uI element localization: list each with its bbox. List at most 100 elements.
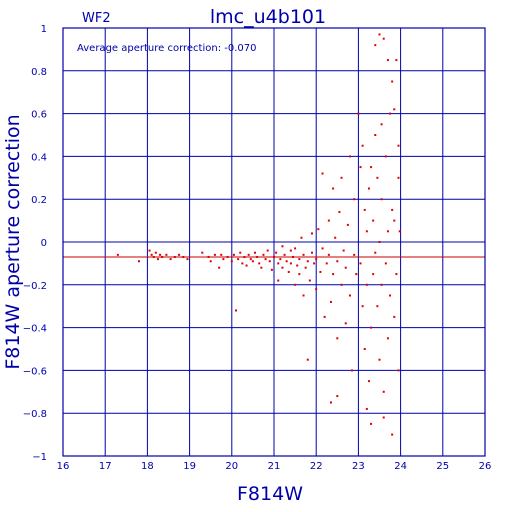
data-point [201,251,204,254]
y-tick-label: −0.4 [23,324,47,335]
data-points [116,33,401,436]
data-point [329,401,332,404]
data-point [386,230,389,233]
data-point [376,305,379,308]
y-tick-label: 0.6 [31,110,47,121]
data-point [294,247,297,250]
data-point [370,166,373,169]
data-point [270,268,273,271]
data-point [321,247,324,250]
data-point [300,236,303,239]
x-tick-label: 20 [225,461,238,472]
data-point [332,187,335,190]
data-point [382,416,385,419]
data-point [384,155,387,158]
y-tick-label: −0.2 [23,281,47,292]
data-point [340,283,343,286]
data-point [380,283,383,286]
data-point [277,279,280,282]
data-point [262,253,265,256]
data-point [338,211,341,214]
data-point [374,134,377,136]
data-point [241,262,244,265]
data-point [220,253,223,256]
data-point [154,251,157,254]
x-tick-label: 17 [99,461,112,472]
data-point [398,230,401,233]
data-point [380,198,383,201]
data-point [291,255,294,258]
data-point [148,249,151,252]
data-point [380,123,383,126]
data-point [376,176,379,179]
data-point [298,258,301,261]
data-point [374,251,377,254]
data-point [152,255,155,258]
x-tick-label: 16 [57,461,70,472]
data-point [346,223,349,226]
data-point [239,251,242,254]
data-point [287,270,290,273]
data-point [313,262,316,265]
data-point [165,253,168,256]
data-point [378,33,381,36]
data-point [391,80,394,83]
x-tick-label: 18 [141,461,154,472]
x-tick-label: 24 [394,461,407,472]
data-point [310,232,313,235]
data-point [367,380,370,383]
data-point [230,260,233,263]
data-point [264,258,267,261]
data-point [348,155,351,158]
data-point [332,273,335,276]
data-point [317,228,320,231]
data-point [169,258,172,261]
data-point [319,270,322,273]
data-point [374,44,377,47]
data-point [289,249,292,252]
data-point [249,258,252,261]
data-point [294,283,297,286]
data-point [353,253,356,256]
data-point [232,253,235,256]
data-point [315,258,318,261]
y-tick-label: 0.2 [31,195,47,206]
data-point [268,260,271,263]
data-point [308,279,311,282]
data-point [209,260,212,263]
data-point [327,253,330,256]
data-point [389,294,392,297]
data-point [336,337,339,340]
y-tick-label: −1 [32,452,47,463]
data-point [359,262,362,265]
y-tick-label: −0.8 [23,409,47,420]
data-point [351,369,354,372]
data-point [186,258,189,261]
data-point [391,433,394,436]
data-point [370,326,373,329]
data-point [372,219,375,222]
data-point [386,59,389,62]
data-point [386,337,389,340]
data-point [397,176,400,179]
data-point [245,264,248,267]
chip-label: WF2 [82,11,111,26]
data-point [298,273,301,276]
data-point [254,251,257,254]
data-point [378,358,381,361]
x-tick-label: 19 [183,461,196,472]
data-point [285,260,288,263]
x-tick-label: 22 [310,461,323,472]
data-point [281,245,284,248]
y-tick-labels: −1 −0.8 −0.6 −0.4 −0.2 0 0.2 0.4 0.6 0.8 1 [23,24,47,463]
data-point [315,288,318,291]
data-point [397,144,400,147]
data-point [218,266,221,269]
data-point [306,260,309,263]
data-point [327,219,330,222]
data-point [391,208,394,211]
data-point [342,249,345,252]
x-tick-label: 23 [352,461,365,472]
data-point [370,422,373,425]
data-point [173,255,176,258]
